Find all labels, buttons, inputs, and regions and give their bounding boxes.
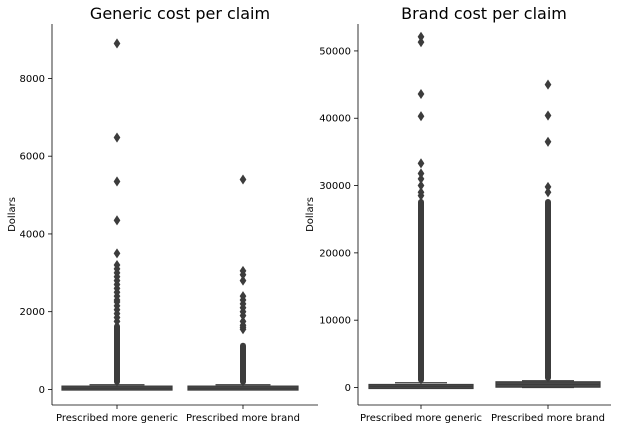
outlier-point [113,248,121,259]
outlier-point [113,132,121,143]
outlier-cluster [240,342,246,385]
y-axis-label: Dollars [7,197,18,232]
outlier-point [113,176,121,187]
brand-cost-panel: Brand cost per claim 0 10000 20000 30000 4000… [305,4,611,424]
y-tick-label: 0 [39,385,45,396]
outlier-point [544,136,552,147]
outlier-point [544,79,552,90]
x-tick-label: Prescribed more generic [56,413,178,424]
outlier-point [113,38,121,49]
y-tick-label: 4000 [20,229,45,240]
y-tick-label: 8000 [20,74,45,85]
generic-cost-panel: Generic cost per claim 0 2000 4000 6000 8000 D… [7,4,318,424]
outlier-point [417,31,425,42]
outlier-point [239,275,247,286]
y-tick-label: 40000 [319,114,351,125]
x-tick-label: Prescribed more brand [491,413,605,424]
box-0 [61,38,173,391]
outlier-point [417,187,425,198]
chart-title: Generic cost per claim [90,4,270,23]
y-tick-label: 50000 [319,46,351,57]
box-1 [495,79,601,389]
outlier-point [239,265,247,276]
outlier-point [544,110,552,121]
outlier-point [239,316,247,327]
outlier-cluster [114,323,120,385]
outlier-point [113,260,121,271]
y-tick-label: 10000 [319,316,351,327]
y-tick-label: 0 [345,383,351,394]
outlier-point [544,181,552,192]
y-axis-label: Dollars [305,197,316,232]
outlier-point [417,168,425,179]
y-tick-label: 20000 [319,248,351,259]
outlier-cluster [418,199,424,383]
outlier-point [417,158,425,169]
x-tick-label: Prescribed more brand [186,413,300,424]
outlier-point [417,111,425,122]
outlier-point [417,88,425,100]
outlier-point [113,215,121,226]
outlier-point [239,174,247,185]
y-tick-label: 30000 [319,181,351,192]
outlier-cluster [545,199,551,381]
x-tick-label: Prescribed more generic [360,413,482,424]
outlier-point [417,180,425,191]
outlier-point [239,291,247,302]
outlier-point [544,187,552,198]
y-tick-label: 2000 [20,307,45,318]
outlier-point [417,37,425,48]
box-0 [368,31,474,390]
box-1 [187,174,299,391]
chart-title: Brand cost per claim [401,4,567,23]
outlier-point [417,173,425,184]
y-tick-label: 6000 [20,152,45,163]
